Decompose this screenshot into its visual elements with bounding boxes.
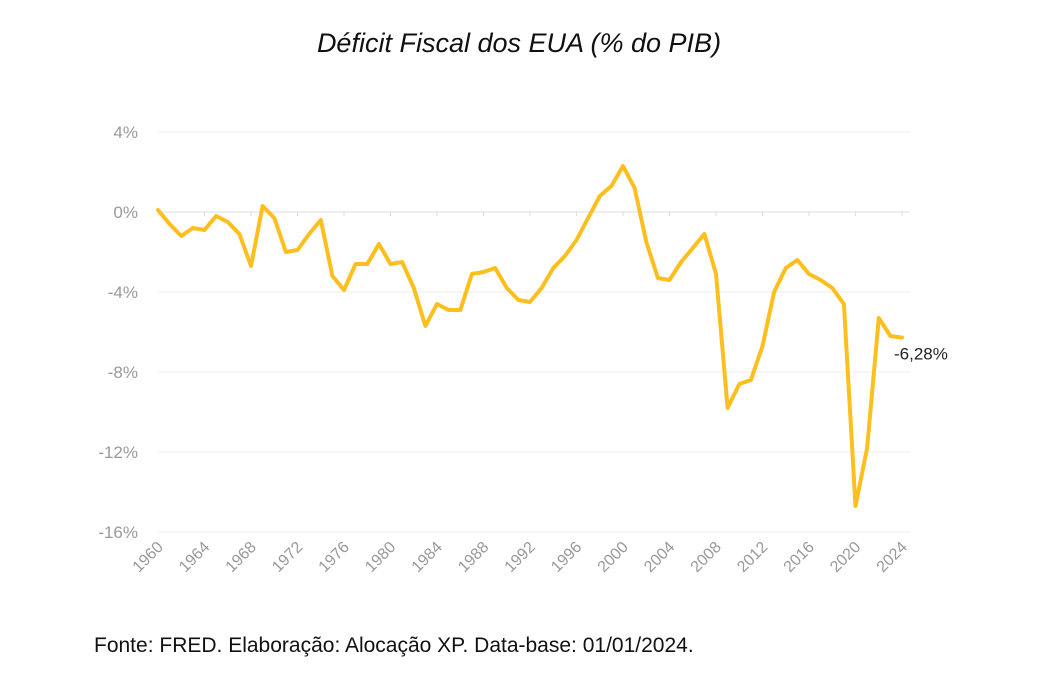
x-tick-label: 2004 [641,539,678,576]
x-tick-label: 2016 [781,539,818,576]
x-tick-label: 1964 [176,539,213,576]
x-tick-label: 1980 [362,539,399,576]
y-tick-label: 4% [113,123,138,142]
last-value-label: -6,28% [894,345,948,364]
x-tick-label: 2008 [688,539,725,576]
y-tick-label: -4% [108,283,138,302]
y-axis-tick-labels: 4% 0% -4% -8% -12% -16% [98,123,138,542]
y-tick-label: 0% [113,203,138,222]
x-tick-label: 1988 [455,539,492,576]
x-tick-label: 2000 [595,539,632,576]
x-tick-label: 1984 [409,539,446,576]
y-tick-label: -12% [98,443,138,462]
gridlines [157,131,910,533]
x-tick-label: 1960 [130,539,167,576]
x-axis-tick-labels: 1960 1964 1968 1972 1976 1980 1984 1988 1992 1996… [130,539,911,576]
x-tick-label: 2012 [734,539,771,576]
chart-title: Déficit Fiscal dos EUA (% do PIB) [316,28,722,58]
x-tick-label: 1992 [502,539,539,576]
y-tick-label: -16% [98,523,138,542]
x-tick-label: 1976 [316,539,353,576]
x-tick-label: 2020 [827,539,864,576]
x-tick-label: 1968 [223,539,260,576]
y-tick-label: -8% [108,363,138,382]
source-note: Fonte: FRED. Elaboração: Alocação XP. Da… [94,634,694,657]
x-tick-label: 1972 [269,539,306,576]
deficit-series-line [156,164,904,508]
x-tick-label: 2024 [874,539,911,576]
x-tick-label: 1996 [548,539,585,576]
